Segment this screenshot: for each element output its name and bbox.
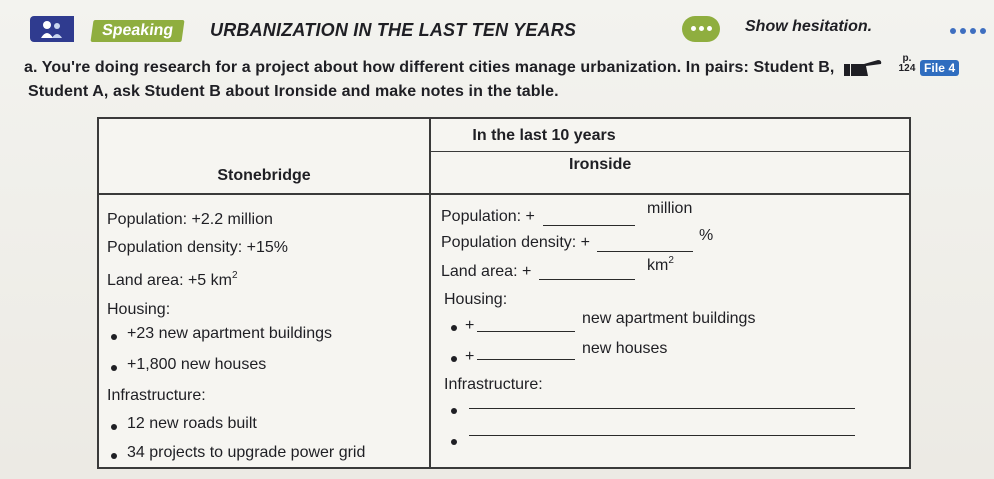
- stonebridge-density: Population density: +15%: [107, 239, 289, 256]
- speaking-people-icon: [30, 16, 74, 42]
- stonebridge-population: Population: +2.2 million: [107, 211, 273, 228]
- column-divider: [429, 119, 431, 467]
- chat-bubble-icon: [682, 16, 720, 42]
- stonebridge-housing-label: Housing:: [107, 301, 171, 318]
- section-label: Speaking: [90, 20, 185, 42]
- stonebridge-housing-item: +1,800 new houses: [127, 356, 267, 373]
- notes-table: In the last 10 years Stonebridge Ironsid…: [97, 117, 911, 469]
- stonebridge-infrastructure-label: Infrastructure:: [107, 387, 206, 404]
- ironside-housing-item: new apartment buildings: [582, 310, 756, 327]
- stonebridge-housing-item: +23 new apartment buildings: [127, 325, 333, 342]
- instruction-line-2: Student A, ask Student B about Ironside …: [28, 83, 559, 100]
- ironside-housing-prefix: +: [465, 348, 475, 365]
- ironside-houses-blank[interactable]: [477, 359, 575, 360]
- ironside-apartments-blank[interactable]: [477, 331, 575, 332]
- ironside-infra-blank-2[interactable]: [469, 435, 855, 436]
- bullet: [451, 356, 457, 362]
- decorative-dots: [944, 20, 994, 60]
- row-divider-right: [429, 193, 909, 195]
- ironside-density-unit: %: [699, 227, 714, 244]
- ironside-land-unit: km2: [647, 255, 674, 274]
- ironside-population-unit: million: [647, 200, 693, 217]
- bullet: [111, 424, 117, 430]
- file-badge[interactable]: File 4: [920, 60, 960, 76]
- ironside-infra-blank-1[interactable]: [469, 408, 855, 409]
- column-header-ironside: Ironside: [569, 156, 632, 173]
- stonebridge-infra-item: 12 new roads built: [127, 415, 257, 432]
- column-header-stonebridge: Stonebridge: [217, 167, 311, 184]
- ironside-density-blank[interactable]: [597, 251, 693, 252]
- stonebridge-land-area: Land area: +5 km2: [107, 270, 238, 289]
- ironside-population: Population: +: [441, 208, 535, 225]
- bullet: [451, 439, 457, 445]
- page-reference: p. 124: [898, 53, 916, 74]
- stonebridge-infra-item: 34 projects to upgrade power grid: [127, 444, 366, 461]
- table-caption-cell: In the last 10 years: [429, 119, 909, 152]
- ironside-housing-prefix: +: [465, 317, 475, 334]
- bullet: [111, 453, 117, 459]
- ironside-infrastructure-label: Infrastructure:: [444, 376, 543, 393]
- ironside-housing-label: Housing:: [444, 291, 508, 308]
- pointing-hand-icon: [844, 56, 884, 86]
- ironside-population-blank[interactable]: [543, 225, 635, 226]
- bullet: [451, 325, 457, 331]
- table-caption: In the last 10 years: [472, 127, 616, 144]
- section-header: Speaking URBANIZATION IN THE LAST TEN YE…: [30, 14, 984, 44]
- page-title: URBANIZATION IN THE LAST TEN YEARS: [210, 20, 577, 40]
- bullet: [111, 334, 117, 340]
- ironside-density: Population density: +: [441, 234, 590, 251]
- instruction-line-1: a. You're doing research for a project a…: [24, 59, 835, 76]
- bullet: [111, 365, 117, 371]
- speaking-tip: Show hesitation.: [745, 18, 873, 35]
- ironside-housing-item: new houses: [582, 340, 668, 357]
- ironside-land-blank[interactable]: [539, 279, 635, 280]
- row-divider-left: [99, 193, 429, 195]
- bullet: [451, 408, 457, 414]
- ironside-land-area: Land area: +: [441, 263, 532, 280]
